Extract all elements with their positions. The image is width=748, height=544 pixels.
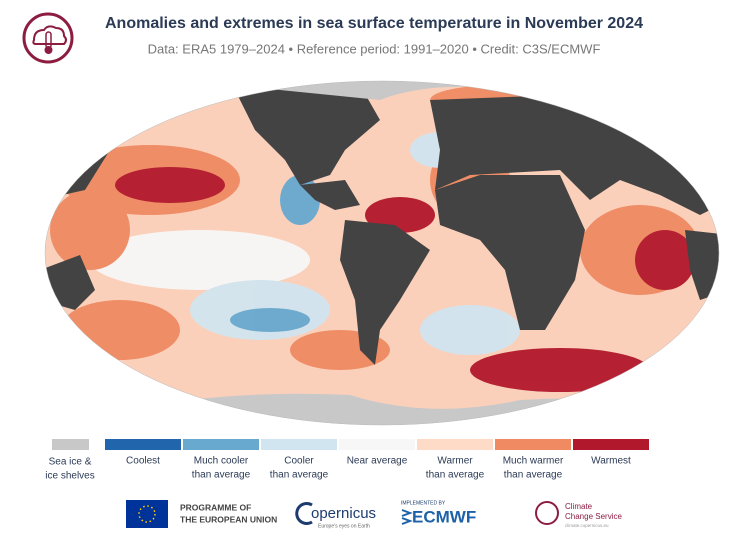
- legend-label: ice shelves: [45, 471, 94, 482]
- legend-swatch: [339, 439, 415, 450]
- title: Anomalies and extremes in sea surface te…: [105, 15, 643, 32]
- legend-swatch: [105, 439, 181, 450]
- c3s-icon: [22, 12, 74, 64]
- legend-swatch: [261, 439, 337, 450]
- copernicus-name: opernicus: [311, 505, 376, 522]
- c3s-footer-icon: [535, 501, 559, 525]
- ecmwf-prefix: IMPLEMENTED BY: [401, 500, 446, 506]
- eu-text: THE EUROPEAN UNION: [180, 514, 277, 524]
- legend-label: Sea ice &: [49, 457, 92, 468]
- legend-label: Cooler: [284, 456, 314, 467]
- legend-swatch: [183, 439, 259, 450]
- ecmwf-icon: [401, 509, 413, 525]
- legend-label: Coolest: [126, 456, 160, 467]
- legend-label: Warmer: [437, 456, 473, 467]
- eu-text: PROGRAMME OF: [180, 502, 251, 512]
- legend-swatch: [495, 439, 571, 450]
- copernicus-c: [295, 502, 313, 525]
- subtitle: Data: ERA5 1979–2024 • Reference period:…: [148, 41, 601, 56]
- legend-swatch: [417, 439, 493, 450]
- legend-label: Near average: [347, 456, 408, 467]
- legend-label: Warmest: [591, 456, 631, 467]
- legend-label: than average: [192, 470, 251, 481]
- legend-label: than average: [504, 470, 563, 481]
- map: [45, 81, 719, 425]
- eu-flag: [126, 500, 168, 528]
- c3s-url: climate.copernicus.eu: [565, 523, 609, 528]
- legend: Sea ice & ice shelves Coolest Much cooler th…: [45, 439, 649, 482]
- legend-label: than average: [426, 470, 485, 481]
- legend-label: than average: [270, 470, 329, 481]
- c3s-text: Climate: [565, 502, 593, 511]
- legend-swatch: [52, 439, 89, 450]
- c3s-text: Change Service: [565, 512, 622, 521]
- copernicus-tagline: Europe's eyes on Earth: [318, 523, 370, 529]
- legend-label: Much cooler: [194, 456, 249, 467]
- legend-label: Much warmer: [503, 456, 564, 467]
- ecmwf-name: ECMWF: [412, 507, 476, 526]
- eu-stars: [138, 505, 156, 523]
- legend-swatch: [573, 439, 649, 450]
